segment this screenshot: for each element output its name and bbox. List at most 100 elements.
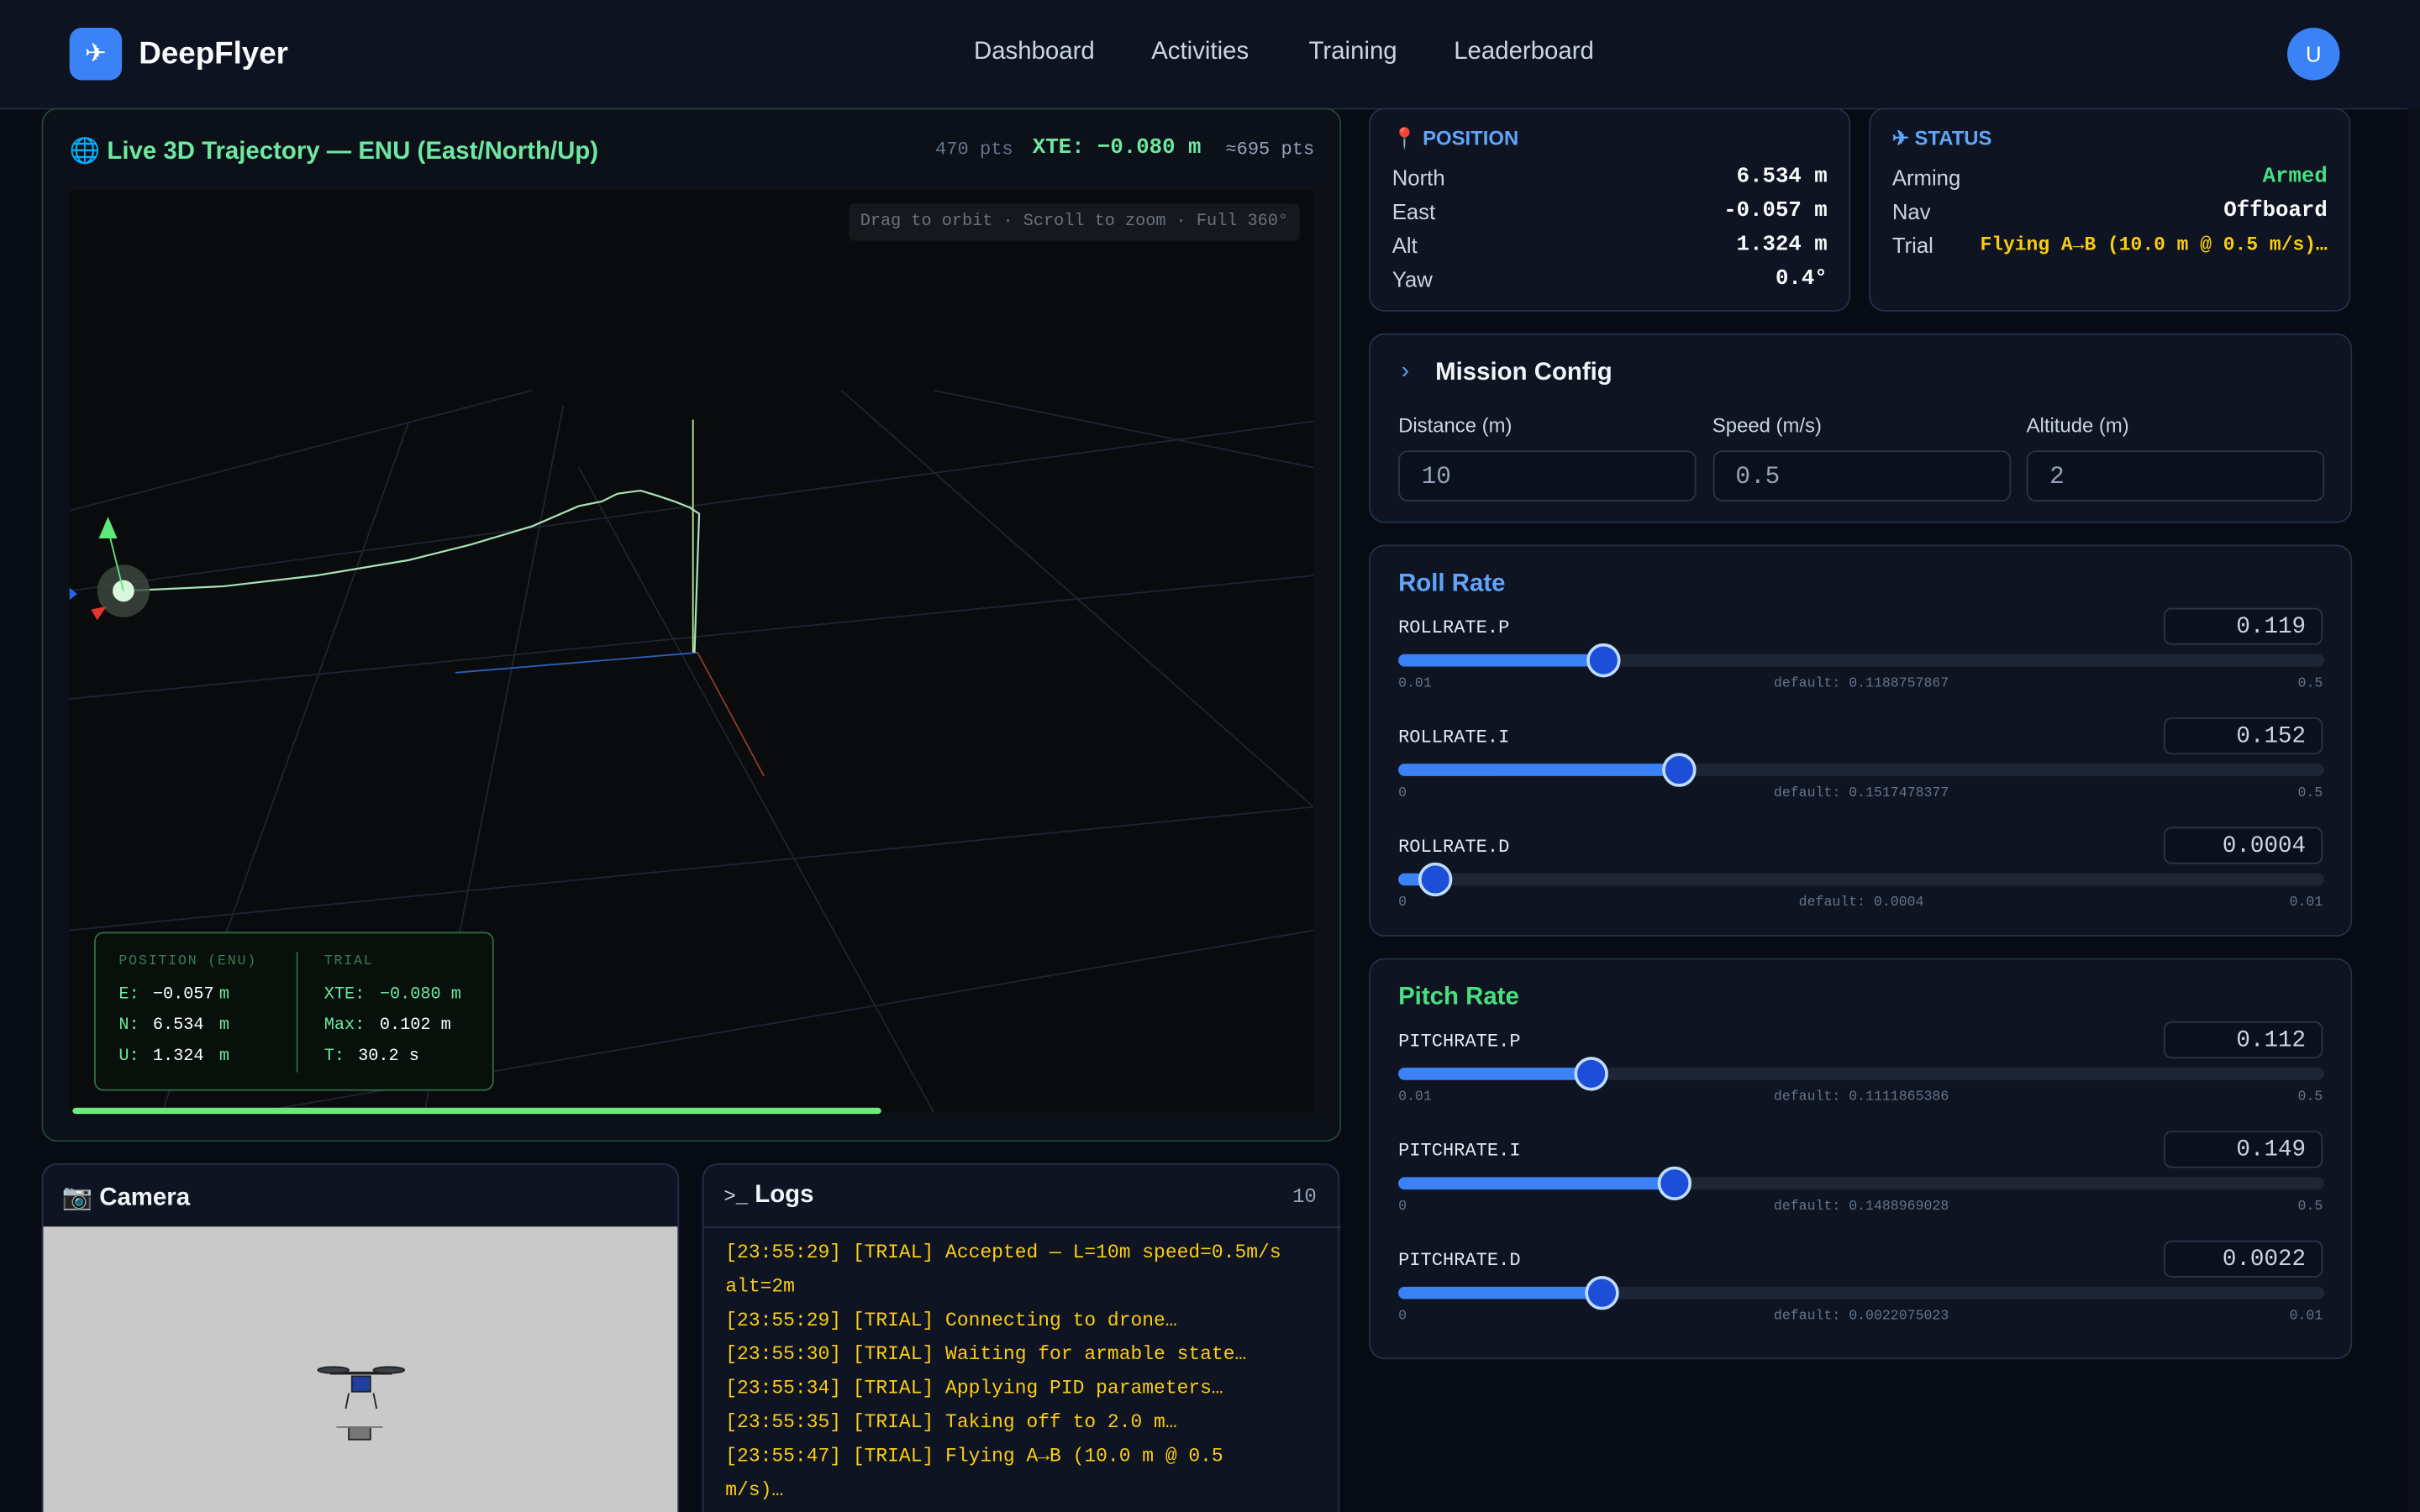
navbar: ✈ DeepFlyer Dashboard Activities Trainin…	[0, 0, 2420, 110]
slider-thumb[interactable]	[1585, 1275, 1619, 1310]
slider-track[interactable]	[1398, 1275, 2325, 1310]
position-card: 📍 POSITION North 6.534 m East -0.057 m Alt 1.…	[1369, 108, 1851, 312]
overlay-title: TRIAL	[324, 953, 374, 969]
logs-panel: >_ Logs 10 [23:55:29] [TRIAL] Accepted —…	[702, 1163, 1342, 1512]
info-value: 6.534 m	[1736, 165, 1828, 190]
info-row: East -0.057 m	[1392, 196, 1828, 227]
param-name: ROLLRATE.D	[1398, 836, 1510, 858]
info-value: 0.4°	[1775, 266, 1828, 292]
terminal-icon: >_	[723, 1184, 749, 1209]
telemetry-overlay: POSITION (ENU) TRIAL E: −0.057 m N: 6.534 m U:…	[94, 932, 494, 1091]
hint: Drag to orbit · Scroll to zoom · Full 36…	[849, 203, 1300, 241]
slider-thumb[interactable]	[1662, 753, 1697, 787]
overlay-key: Max:	[324, 1016, 366, 1036]
divider	[296, 952, 298, 1073]
field-input[interactable]: 10	[1398, 450, 1697, 501]
slider-track[interactable]	[1398, 1057, 2325, 1091]
log-line: [23:55:30] [TRIAL] Waiting for armable s…	[725, 1343, 1247, 1366]
overlay-title: POSITION (ENU)	[118, 953, 258, 969]
param-input[interactable]: 0.119	[2164, 607, 2323, 645]
overlay-value: −0.080 m	[379, 985, 461, 1005]
east-axis	[455, 652, 698, 674]
param-name: ROLLRATE.I	[1398, 727, 1510, 748]
log-line: [23:55:29] [TRIAL] Accepted — L=10m spee…	[725, 1242, 1281, 1298]
trajectory-path	[123, 489, 701, 653]
slider-track[interactable]	[1398, 1166, 2325, 1200]
camera-panel: 📷 Camera	[41, 1163, 680, 1512]
info-row: Nav Offboard	[1892, 196, 2328, 227]
logo[interactable]: ✈	[69, 28, 123, 81]
trajectory-panel: 🌐 Live 3D Trajectory — ENU (East/North/U…	[41, 108, 1342, 1142]
overlay-key: U:	[118, 1047, 139, 1067]
chevron[interactable]: ›	[1401, 358, 1409, 385]
scene[interactable]: Drag to orbit · Scroll to zoom · Full 36…	[69, 189, 1314, 1115]
slider-max: 0.5	[2297, 1199, 2323, 1215]
info-row: North 6.534 m	[1392, 162, 1828, 193]
card-title: 📍 POSITION	[1392, 126, 1519, 150]
log-line: [23:55:29] [TRIAL] Connecting to drone…	[725, 1310, 1177, 1332]
slider-fill	[1398, 1068, 1591, 1080]
info-label: East	[1392, 198, 1436, 224]
title-text: STATUS	[1914, 126, 1992, 150]
slider-default: default: 0.1188757867	[1773, 675, 1949, 691]
param-name: PITCHRATE.P	[1398, 1030, 1521, 1053]
panel-title: >_ Logs	[723, 1182, 813, 1210]
divider	[703, 1226, 1342, 1229]
slider-fill	[1398, 764, 1681, 776]
gizmo-up	[107, 528, 124, 591]
field-input[interactable]: 2	[2026, 450, 2325, 501]
slider-default: default: 0.0022075023	[1773, 1308, 1949, 1324]
overlay-unit: m	[218, 1047, 229, 1067]
slider-max: 0.01	[2289, 1308, 2323, 1324]
info-row: Yaw 0.4°	[1392, 264, 1828, 295]
param-input[interactable]: 0.0022	[2164, 1240, 2323, 1278]
param-input[interactable]: 0.112	[2164, 1021, 2323, 1059]
param-input[interactable]: 0.0004	[2164, 827, 2323, 864]
north-axis	[697, 652, 765, 777]
slider-track[interactable]	[1398, 643, 2325, 678]
slider-track[interactable]	[1398, 753, 2325, 787]
log-line: [23:55:47] [TRIAL] Flying A→B (10.0 m @ …	[725, 1446, 1223, 1502]
nav-link[interactable]: Activities	[1151, 38, 1249, 66]
log-count: 10	[1292, 1184, 1317, 1209]
slider-track[interactable]	[1398, 862, 2325, 897]
avatar[interactable]: U	[2287, 28, 2340, 81]
title-text: Logs	[755, 1181, 814, 1209]
param-input[interactable]: 0.152	[2164, 717, 2323, 755]
slider-max: 0.5	[2297, 1089, 2323, 1105]
slider-max: 0.5	[2297, 675, 2323, 691]
info-label: Arming	[1891, 165, 1961, 190]
gizmo-up-head	[98, 517, 118, 539]
slider-thumb[interactable]	[1574, 1057, 1608, 1091]
brand[interactable]: DeepFlyer	[139, 37, 288, 71]
slider-fill	[1398, 654, 1605, 667]
card-title[interactable]: Mission Config	[1435, 359, 1612, 386]
slider-default: default: 0.1488969028	[1773, 1199, 1949, 1215]
param-input[interactable]: 0.149	[2164, 1131, 2323, 1168]
slider-default: default: 0.1111865386	[1773, 1089, 1949, 1105]
overlay-key: XTE:	[324, 985, 366, 1005]
field-label: Distance (m)	[1398, 413, 1512, 437]
info-value: Offboard	[2223, 198, 2328, 224]
pid-card: Roll Rate ROLLRATE.P 0.119 0.01 default: 0.1…	[1369, 544, 2353, 937]
slider-thumb[interactable]	[1587, 643, 1622, 678]
slider-thumb[interactable]	[1657, 1166, 1691, 1200]
nav-link[interactable]: Training	[1308, 38, 1397, 66]
nav-link[interactable]: Leaderboard	[1454, 38, 1594, 66]
overlay-unit: m	[218, 1016, 229, 1036]
slider-min: 0	[1398, 1199, 1407, 1215]
slider-min: 0	[1398, 895, 1407, 911]
nav-link[interactable]: Dashboard	[973, 38, 1095, 66]
overlay-key: N:	[118, 1016, 139, 1036]
info-label: Trial	[1891, 233, 1933, 258]
field-input[interactable]: 0.5	[1712, 450, 2011, 501]
overlay-value: 30.2 s	[358, 1047, 419, 1067]
scrollbar[interactable]	[2407, 108, 2420, 1512]
xte: XTE: −0.080 m	[1032, 135, 1202, 161]
field-label: Altitude (m)	[2026, 413, 2129, 437]
panel-title: 📷 Camera	[61, 1184, 191, 1211]
info-label: Nav	[1891, 198, 1931, 224]
slider-thumb[interactable]	[1418, 862, 1453, 897]
